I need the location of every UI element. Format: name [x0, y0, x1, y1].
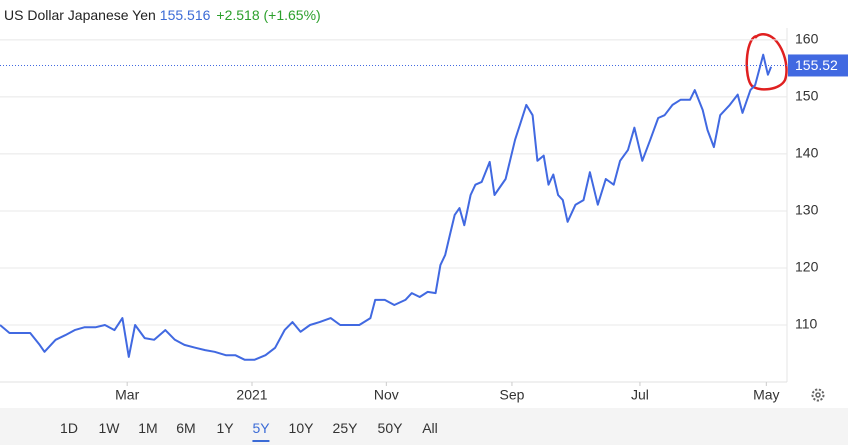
x-tick-label: Nov	[374, 387, 399, 403]
y-tick-label: 120	[795, 259, 819, 275]
chart: 110 120 130 140 150 160 Mar 2021 Nov Sep Jul May 155…	[0, 28, 848, 403]
x-tick-label: Mar	[115, 387, 139, 403]
range-button[interactable]: 6M	[176, 420, 196, 436]
y-tick-label: 160	[795, 31, 819, 47]
range-button[interactable]: 5Y	[252, 420, 270, 442]
range-button[interactable]: 1M	[138, 420, 158, 436]
range-bar: 1D 1W 1M 6M 1Y 5Y 10Y 25Y 50Y All	[0, 408, 848, 445]
x-tick-label: 2021	[236, 387, 267, 403]
y-tick-label: 130	[795, 202, 819, 218]
last-price-box	[788, 54, 848, 77]
range-button[interactable]: All	[422, 420, 438, 436]
range-button[interactable]: 25Y	[332, 420, 358, 436]
range-button[interactable]: 10Y	[288, 420, 314, 436]
last-price: 155.516	[159, 7, 211, 23]
settings-icon[interactable]	[811, 388, 825, 402]
range-button[interactable]: 1W	[98, 420, 120, 436]
range-button[interactable]: 50Y	[377, 420, 403, 436]
x-tick-label: Sep	[499, 387, 524, 403]
price-line	[0, 53, 773, 361]
x-tick-label: May	[753, 387, 779, 403]
y-tick-label: 110	[795, 316, 818, 332]
range-button[interactable]: 1D	[60, 420, 78, 436]
y-tick-label: 140	[795, 145, 819, 161]
instrument-title: US Dollar Japanese Yen	[4, 7, 156, 23]
x-tick-label: Jul	[631, 387, 649, 403]
y-tick-label: 150	[795, 88, 819, 104]
range-button[interactable]: 1Y	[216, 420, 234, 436]
annotation-circle	[745, 33, 788, 91]
price-change: +2.518 (+1.65%)	[216, 7, 321, 23]
last-price-label: 155.52	[795, 57, 838, 73]
header: US Dollar Japanese Yen 155.516 +2.518 (+1.…	[4, 7, 321, 23]
